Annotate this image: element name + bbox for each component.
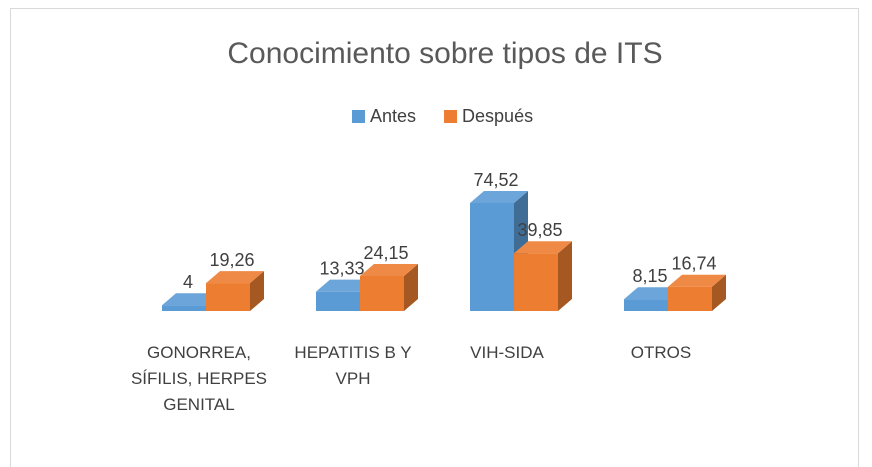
bar-front — [624, 299, 668, 311]
x-tick-label: OTROS — [630, 343, 692, 362]
bar-top — [316, 279, 374, 292]
bar-top — [514, 241, 572, 254]
bar — [360, 264, 418, 311]
bar-top — [470, 191, 528, 203]
bar-top — [162, 293, 220, 306]
bar-side — [712, 274, 726, 311]
bar-side — [250, 271, 264, 311]
bar-front — [668, 286, 712, 311]
chart-title: Conocimiento sobre tipos de ITS — [227, 37, 662, 70]
bar — [514, 241, 572, 311]
bar — [206, 271, 264, 311]
data-label: 16,74 — [671, 253, 716, 273]
legend-label: Antes — [370, 106, 416, 126]
bar-front — [360, 276, 404, 311]
chart-frame — [10, 8, 859, 467]
legend-swatch — [352, 110, 365, 123]
x-tick-label: GONORREA, SÍFILIS, HERPES GENITAL — [130, 343, 268, 414]
x-tick-label: HEPATITIS B Y VPH — [294, 343, 412, 388]
legend-label: Después — [462, 106, 533, 126]
bar-top — [206, 271, 264, 284]
data-label: 8,15 — [632, 266, 667, 286]
data-label: 39,85 — [517, 220, 562, 240]
data-label: 74,52 — [473, 170, 518, 190]
bar-front — [470, 203, 514, 311]
bar-side — [558, 241, 572, 311]
x-tick-label: VIH-SIDA — [470, 343, 544, 362]
data-label: 13,33 — [319, 258, 364, 278]
data-label: 4 — [183, 272, 193, 292]
data-label: 19,26 — [209, 250, 254, 270]
bar-top — [624, 287, 682, 300]
bar-front — [162, 305, 206, 311]
bar-top — [360, 264, 418, 276]
bar-top — [668, 274, 726, 287]
bar-front — [206, 283, 250, 311]
data-label: 24,15 — [363, 243, 408, 263]
bar-side — [404, 264, 418, 311]
bar-front — [316, 291, 360, 311]
bar-front — [514, 253, 558, 311]
bar — [668, 274, 726, 311]
legend-swatch — [444, 110, 458, 123]
